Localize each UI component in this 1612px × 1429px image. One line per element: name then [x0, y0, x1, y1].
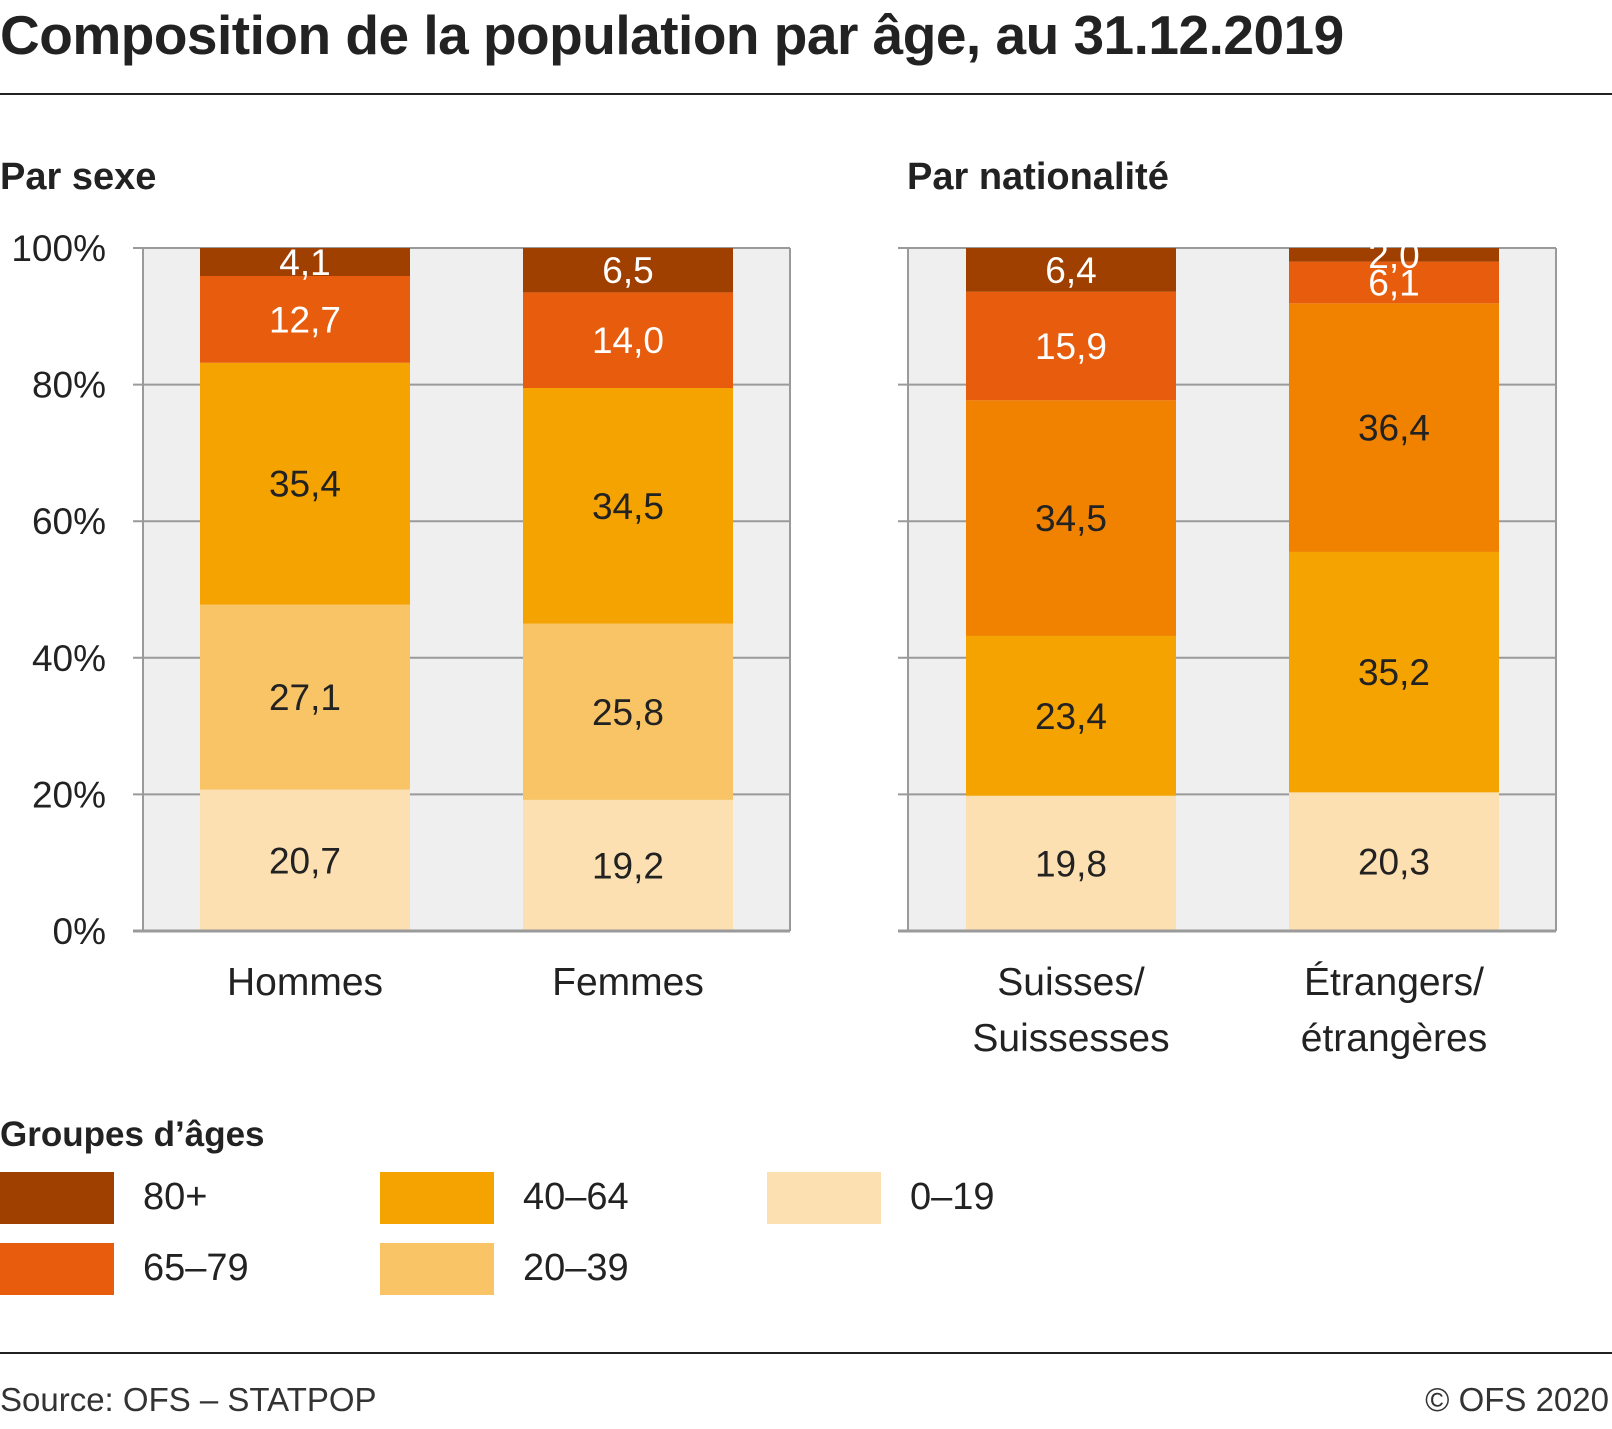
- bar-segment-sex-1-0: [523, 799, 733, 931]
- bar-segment-sex-0-4: [200, 248, 410, 277]
- bar-segment-nat-1-4: [1289, 248, 1499, 262]
- legend-swatch-65-79: [0, 1243, 114, 1295]
- data-label-sex-0-2: 35,4: [269, 464, 341, 505]
- bar-segment-nat-0-4: [966, 248, 1176, 292]
- data-label-sex-1-1: 25,8: [592, 692, 664, 733]
- bar-segment-nat-1-0: [1289, 792, 1499, 931]
- y-tick-label-20: 20%: [32, 774, 106, 815]
- data-label-nat-0-3: 15,9: [1035, 326, 1107, 367]
- legend-label-40-64: 40–64: [523, 1176, 629, 1218]
- bar-segment-sex-1-4: [523, 248, 733, 293]
- panel-title-nationality: Par nationalité: [907, 156, 1169, 198]
- bar-segment-nat-0-1: [966, 635, 1176, 796]
- bar-segment-sex-1-3: [523, 292, 733, 389]
- data-label-nat-1-4: 2,0: [1368, 235, 1419, 276]
- data-label-sex-0-3: 12,7: [269, 299, 341, 340]
- data-label-nat-1-1: 35,2: [1358, 652, 1430, 693]
- bar-segment-nat-1-3: [1289, 261, 1499, 304]
- bar-segment-nat-0-0: [966, 795, 1176, 931]
- category-label-sex-0: Hommes: [227, 961, 383, 1004]
- bar-segment-sex-0-0: [200, 789, 410, 931]
- y-tick-label-40: 40%: [32, 638, 106, 679]
- legend-swatch-40-64: [380, 1172, 494, 1224]
- legend-swatch-80plus: [0, 1172, 114, 1224]
- data-label-sex-0-0: 20,7: [269, 840, 341, 881]
- y-tick-label-80: 80%: [32, 365, 106, 406]
- data-label-sex-1-2: 34,5: [592, 486, 664, 527]
- panel-title-sex: Par sexe: [0, 156, 157, 198]
- category-label-sex-1: Femmes: [552, 961, 704, 1004]
- data-label-nat-0-2: 34,5: [1035, 498, 1107, 539]
- data-label-sex-1-0: 19,2: [592, 845, 664, 886]
- legend-swatch-20-39: [380, 1243, 494, 1295]
- y-tick-label-0: 0%: [53, 911, 106, 952]
- bar-segment-nat-0-3: [966, 291, 1176, 401]
- stacked-bar-charts: 0% 20% 40% 60% 80% 100% 20,7 27,1 35,4 12,7 4,1 Hom…: [11, 228, 1557, 1060]
- chart-title: Composition de la population par âge, au…: [0, 4, 1344, 66]
- data-label-sex-1-3: 14,0: [592, 320, 664, 361]
- data-label-nat-0-0: 19,8: [1035, 843, 1107, 884]
- bar-segment-nat-1-1: [1289, 551, 1499, 793]
- footer-divider: [0, 1352, 1612, 1354]
- bar-segment-sex-1-2: [523, 388, 733, 624]
- data-label-nat-1-3: 6,1: [1368, 262, 1419, 303]
- legend-label-20-39: 20–39: [523, 1247, 629, 1289]
- bar-segment-sex-1-1: [523, 623, 733, 800]
- bar-segment-sex-0-2: [200, 362, 410, 605]
- bar-segment-nat-1-2: [1289, 303, 1499, 552]
- legend-label-0-19: 0–19: [910, 1176, 995, 1218]
- category-label-nat-1: Étrangers/étrangères: [1301, 961, 1487, 1060]
- bar-segment-sex-0-1: [200, 604, 410, 790]
- legend-swatch-0-19: [767, 1172, 881, 1224]
- bar-segment-sex-0-3: [200, 276, 410, 363]
- data-label-nat-1-0: 20,3: [1358, 842, 1430, 883]
- legend-label-80plus: 80+: [143, 1176, 208, 1218]
- y-tick-label-60: 60%: [32, 501, 106, 542]
- data-label-sex-1-4: 6,5: [602, 250, 653, 291]
- source-note: Source: OFS – STATPOP: [0, 1381, 377, 1418]
- bar-segment-nat-0-2: [966, 400, 1176, 636]
- legend-label-65-79: 65–79: [143, 1247, 249, 1289]
- data-label-sex-0-1: 27,1: [269, 677, 341, 718]
- title-divider: [0, 93, 1612, 95]
- legend-title: Groupes d’âges: [0, 1115, 265, 1154]
- data-label-nat-1-2: 36,4: [1358, 408, 1430, 449]
- copyright-note: © OFS 2020: [1425, 1381, 1609, 1418]
- y-tick-label-100: 100%: [11, 228, 106, 269]
- category-label-nat-0: Suisses/Suissesses: [972, 961, 1169, 1060]
- data-label-sex-0-4: 4,1: [279, 242, 330, 283]
- data-label-nat-0-4: 6,4: [1045, 250, 1096, 291]
- data-label-nat-0-1: 23,4: [1035, 696, 1107, 737]
